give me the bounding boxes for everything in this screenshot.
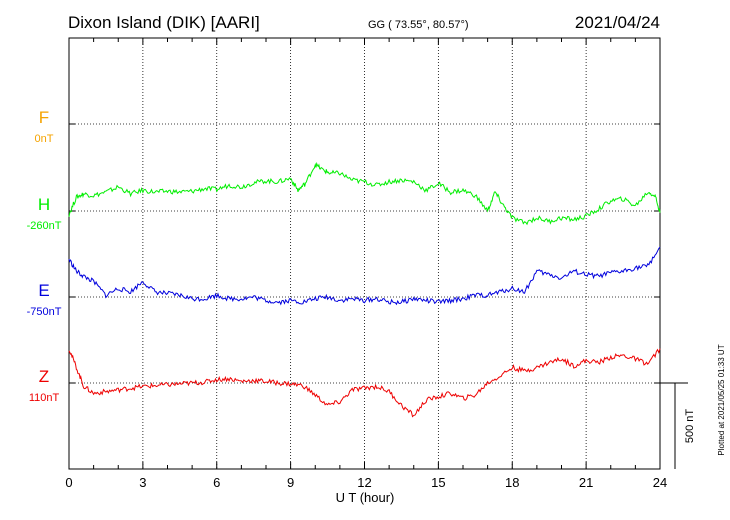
x-tick-label: 24 xyxy=(653,475,667,490)
series-baseline-z: 110nT xyxy=(29,392,60,404)
geographic-coords: GG ( 73.55°, 80.57°) xyxy=(368,19,469,31)
series-baseline-e: -750nT xyxy=(27,306,62,318)
series-labels: F 0nT H -260nT E -750nT Z 110nT xyxy=(27,108,62,404)
x-tick-label: 12 xyxy=(357,475,371,490)
grid-lines xyxy=(69,38,660,469)
series-baseline-f: 0nT xyxy=(35,133,54,145)
series-name-h: H xyxy=(38,195,50,214)
series-line-z xyxy=(68,348,661,418)
scale-bar: 500 nT xyxy=(660,382,696,469)
series-name-z: Z xyxy=(39,367,49,386)
x-tick-label: 0 xyxy=(65,475,72,490)
plotted-note: Plotted at 2021/05/25 01:33 UT xyxy=(717,344,726,455)
series-line-h xyxy=(68,161,661,226)
series-name-f: F xyxy=(39,108,49,127)
chart-date: 2021/04/24 xyxy=(575,13,660,32)
x-tick-label: 18 xyxy=(505,475,519,490)
series-lines xyxy=(68,161,661,418)
x-tick-label: 9 xyxy=(287,475,294,490)
x-tick-label: 15 xyxy=(431,475,445,490)
series-line-e xyxy=(68,246,661,306)
x-tick-label: 3 xyxy=(139,475,146,490)
series-baseline-h: -260nT xyxy=(27,220,62,232)
x-tick-label: 21 xyxy=(579,475,593,490)
x-tick-label: 6 xyxy=(213,475,220,490)
scale-bar-label: 500 nT xyxy=(684,409,696,444)
axis-ticks xyxy=(68,38,661,469)
x-tick-labels: 0 3 6 9 12 15 18 21 24 xyxy=(65,475,667,490)
series-name-e: E xyxy=(38,281,49,300)
chart-title: Dixon Island (DIK) [AARI] xyxy=(68,13,260,32)
x-axis-label: U T (hour) xyxy=(336,490,395,505)
